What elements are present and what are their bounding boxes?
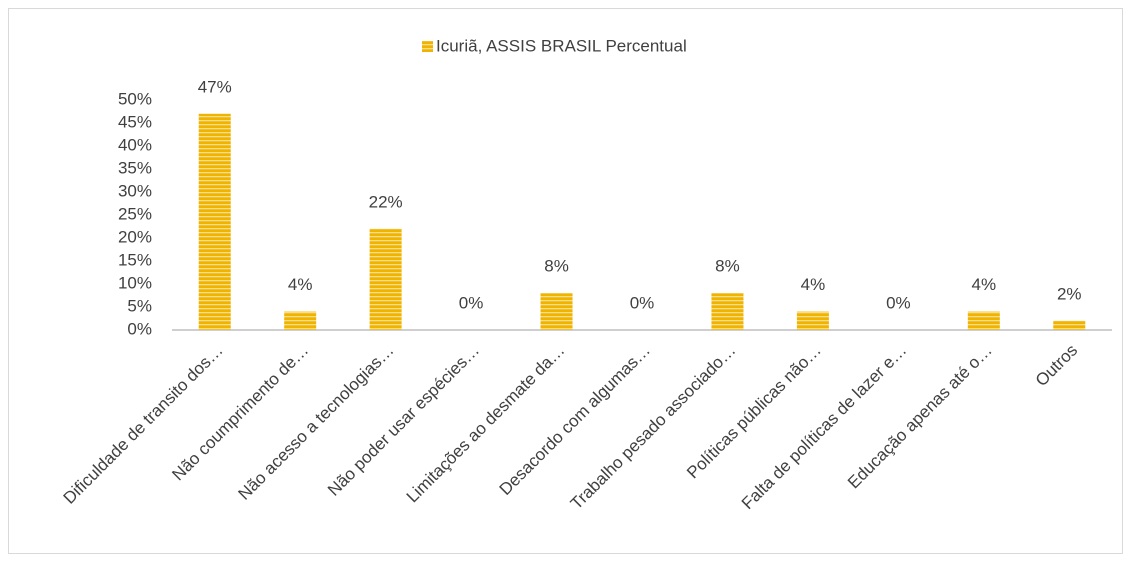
y-tick-label: 45% [118,112,152,131]
value-label: 8% [544,257,569,276]
bar [284,311,317,330]
bar [711,293,744,330]
value-label: 8% [715,257,740,276]
bar [540,293,573,330]
y-tick-label: 0% [127,319,152,338]
y-tick-label: 25% [118,204,152,223]
bar [198,113,231,330]
bar [1053,320,1086,330]
legend-swatch [422,41,433,52]
y-tick-label: 35% [118,158,152,177]
y-tick-label: 5% [127,296,152,315]
value-label: 47% [198,77,232,96]
value-label: 22% [369,192,403,211]
value-label: 4% [288,275,313,294]
y-tick-label: 20% [118,227,152,246]
chart-border [8,8,1123,554]
value-label: 2% [1057,284,1082,303]
y-tick-label: 40% [118,135,152,154]
value-label: 0% [459,293,484,312]
value-label: 4% [801,275,826,294]
y-tick-label: 10% [118,273,152,292]
bar [967,311,1000,330]
bar [796,311,829,330]
value-label: 0% [886,293,911,312]
y-tick-label: 15% [118,250,152,269]
value-label: 4% [972,275,997,294]
legend-label: Icuriã, ASSIS BRASIL Percentual [436,36,687,55]
bar [369,228,402,330]
y-tick-label: 50% [118,89,152,108]
value-label: 0% [630,293,655,312]
y-tick-label: 30% [118,181,152,200]
